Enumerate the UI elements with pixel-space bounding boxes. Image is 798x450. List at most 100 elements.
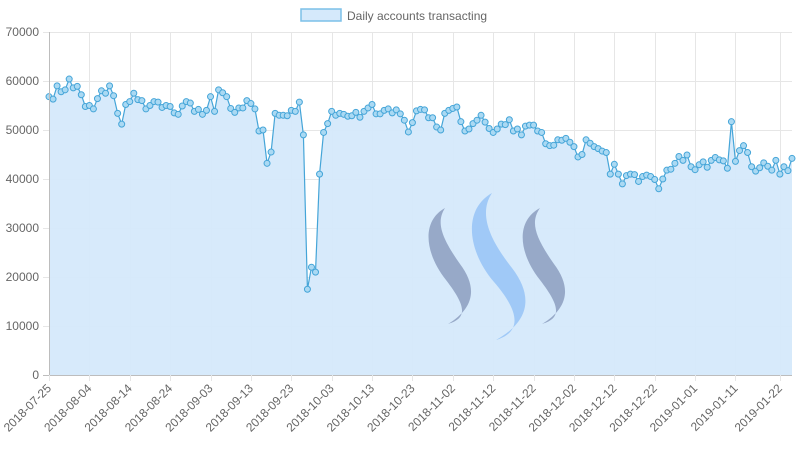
data-point [89, 105, 97, 113]
data-point [247, 100, 255, 108]
data-point [118, 120, 126, 128]
data-point [465, 125, 473, 133]
data-point [223, 93, 231, 101]
data-point [727, 118, 735, 126]
data-point [651, 175, 659, 183]
data-point [764, 162, 772, 170]
series-area-fill [49, 79, 792, 375]
data-point [614, 170, 622, 178]
legend-swatch[interactable] [300, 8, 342, 22]
data-point [324, 120, 332, 128]
steem-logo-watermark [428, 193, 566, 340]
data-point [667, 165, 675, 173]
data-point [784, 167, 792, 175]
data-point [550, 141, 558, 149]
data-point [610, 160, 618, 168]
data-point [404, 128, 412, 136]
data-point [776, 170, 784, 178]
data-point [368, 101, 376, 109]
data-point [126, 98, 134, 106]
data-point [312, 268, 320, 276]
data-point [473, 116, 481, 124]
data-point [578, 151, 586, 158]
data-point [703, 163, 711, 171]
data-point [421, 106, 429, 114]
data-point [485, 125, 493, 133]
steem-logo-wave-left [428, 208, 472, 324]
legend-label[interactable]: Daily accounts transacting [347, 9, 487, 23]
data-point [130, 89, 138, 97]
data-point [251, 105, 259, 113]
data-point [392, 106, 400, 114]
y-tick-label: 40000 [6, 172, 40, 186]
data-point [138, 97, 146, 105]
data-point [723, 164, 731, 172]
data-point [740, 142, 748, 150]
data-point [352, 108, 360, 116]
data-point [231, 108, 239, 116]
y-tick-label: 30000 [6, 221, 40, 235]
y-tick-label: 70000 [6, 25, 40, 39]
data-point [566, 138, 574, 146]
data-point [481, 118, 489, 126]
data-point [606, 170, 614, 178]
data-point [788, 154, 796, 162]
data-point [748, 163, 756, 171]
data-point [635, 177, 643, 185]
data-point [73, 82, 81, 90]
data-point [53, 82, 61, 90]
data-point [174, 110, 182, 118]
data-point [400, 116, 408, 124]
y-tick-label: 0 [32, 368, 39, 382]
data-point [772, 156, 780, 164]
y-tick-label: 10000 [6, 319, 40, 333]
data-point [457, 118, 465, 126]
data-point [671, 159, 679, 167]
data-point [295, 98, 303, 106]
data-point [299, 131, 307, 139]
data-point [691, 166, 699, 174]
data-point [699, 158, 707, 166]
legend[interactable]: Daily accounts transacting [300, 8, 487, 23]
data-point [102, 89, 110, 97]
data-point [186, 99, 194, 107]
x-tick-label: 2019-01-22 [732, 381, 786, 435]
data-point [267, 148, 275, 156]
data-point [736, 147, 744, 155]
data-point [505, 116, 513, 124]
data-point [631, 171, 639, 179]
data-point [219, 89, 227, 97]
data-point [538, 128, 546, 136]
data-point [61, 86, 69, 94]
data-point [780, 163, 788, 171]
data-point [744, 149, 752, 157]
data-point [178, 102, 186, 110]
data-point [437, 126, 445, 134]
data-point [106, 82, 114, 90]
data-point [618, 180, 626, 188]
steem-logo-wave-right [522, 208, 566, 324]
data-point [517, 131, 525, 139]
data-point [166, 102, 174, 110]
data-point [110, 92, 118, 100]
data-point [756, 164, 764, 172]
data-point [453, 103, 461, 111]
data-point [239, 104, 247, 112]
data-point [65, 75, 73, 83]
data-point [429, 114, 437, 122]
data-point [675, 152, 683, 160]
data-point [211, 107, 219, 115]
data-point [356, 113, 364, 121]
data-point [114, 109, 122, 117]
data-point [493, 125, 501, 133]
data-point [207, 93, 215, 101]
data-point [659, 175, 667, 183]
data-point [408, 119, 416, 127]
data-point [477, 111, 485, 119]
data-point [49, 95, 57, 103]
data-point [146, 102, 154, 109]
data-point [227, 104, 235, 112]
data-point [562, 134, 570, 142]
data-point [513, 125, 521, 133]
